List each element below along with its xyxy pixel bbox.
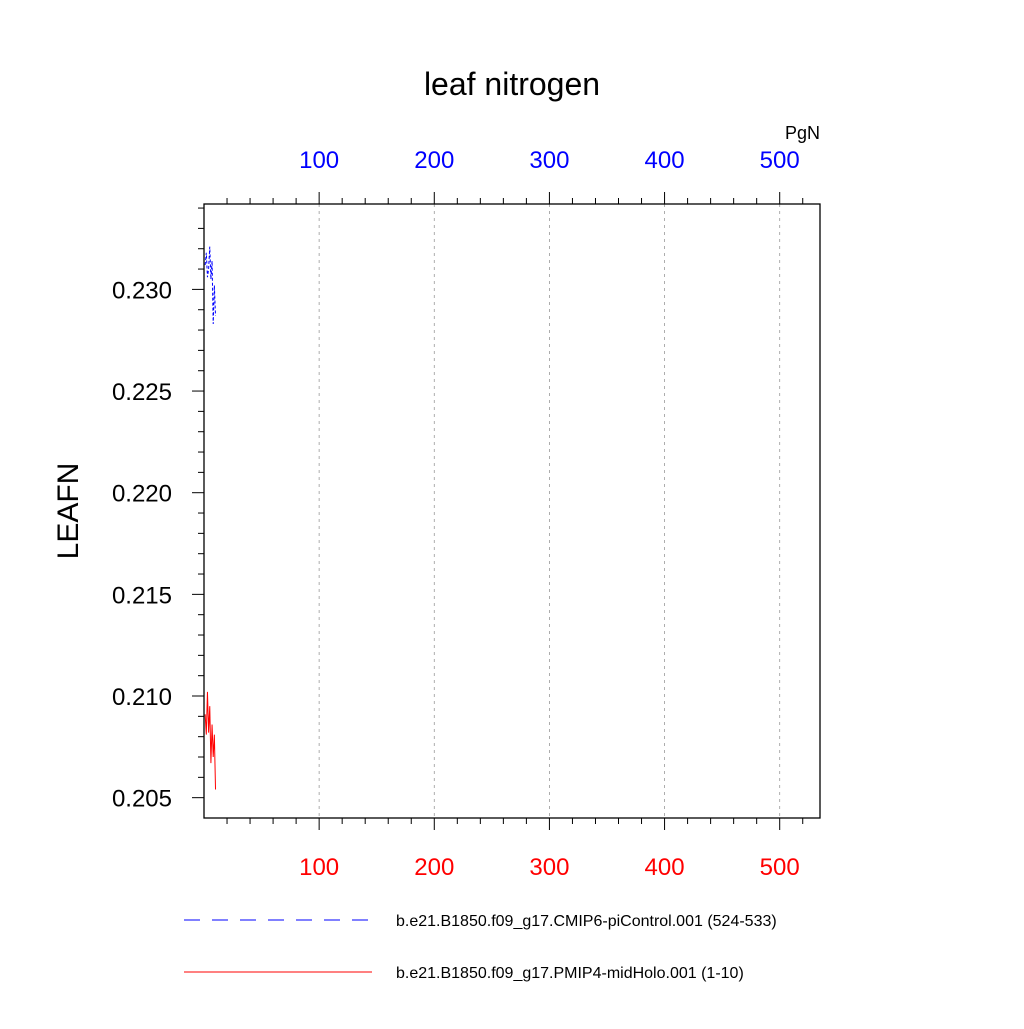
tick-label-layer: 100 100 200 200 300 300 400 400 500 500 0.205 0.210… (112, 147, 800, 881)
y-tick-label: 0.210 (112, 684, 172, 711)
top-tick-label: 400 (645, 147, 685, 174)
top-tick-label: 200 (414, 147, 454, 174)
series-layer (204, 246, 217, 790)
top-tick-label: 300 (529, 147, 569, 174)
grid-layer (318, 204, 781, 818)
y-axis-label: LEAFN (52, 463, 85, 560)
plot-frame (203, 203, 821, 819)
y-tick-label: 0.205 (112, 786, 172, 813)
legend-label: b.e21.B1850.f09_g17.PMIP4-midHolo.001 (1… (396, 965, 744, 982)
y-tick-label: 0.220 (112, 481, 172, 508)
tick-layer (192, 192, 804, 830)
bottom-tick-label: 200 (414, 854, 454, 881)
y-tick-label: 0.230 (112, 277, 172, 304)
top-tick-label: 500 (760, 147, 800, 174)
top-axis-unit-label: PgN (785, 123, 820, 143)
bottom-tick-label: 300 (529, 854, 569, 881)
legend: b.e21.B1850.f09_g17.CMIP6-piControl.001 … (184, 913, 777, 982)
y-tick-label: 0.215 (112, 582, 172, 609)
series-line (204, 246, 217, 324)
legend-label: b.e21.B1850.f09_g17.CMIP6-piControl.001 … (396, 913, 777, 930)
bottom-tick-label: 500 (760, 854, 800, 881)
bottom-tick-label: 400 (645, 854, 685, 881)
top-tick-label: 100 (299, 147, 339, 174)
chart-title: leaf nitrogen (424, 66, 600, 102)
series-line (204, 691, 217, 790)
y-tick-label: 0.225 (112, 379, 172, 406)
bottom-tick-label: 100 (299, 854, 339, 881)
